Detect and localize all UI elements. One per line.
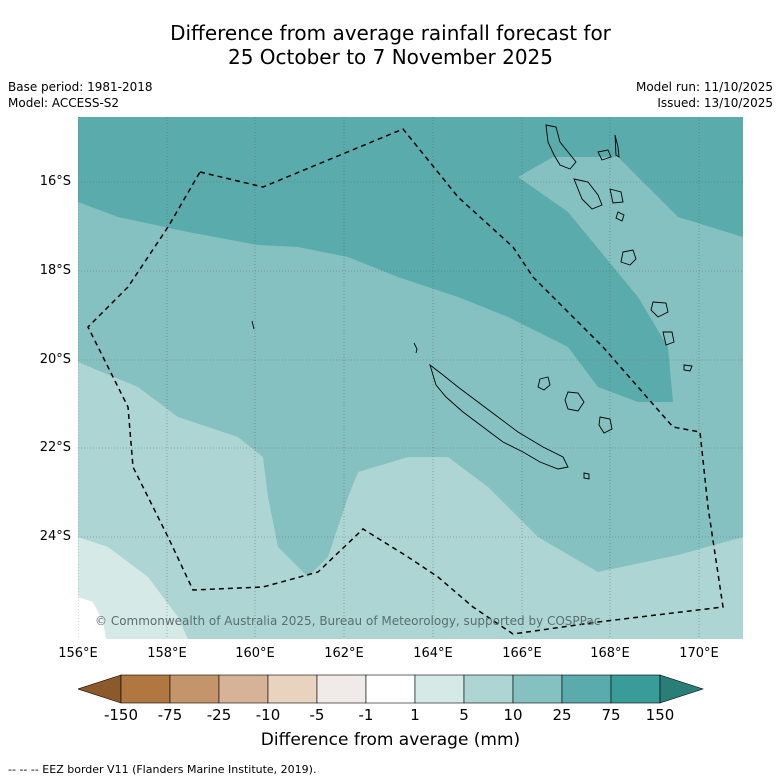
issued-date: Issued: 13/10/2025 [657, 96, 773, 110]
eez-footnote: -- -- -- EEZ border V11 (Flanders Marine… [8, 763, 317, 776]
colorbar-seg-6 [365, 674, 416, 704]
lon-tick-162e: 162°E [324, 646, 364, 661]
cb-label-12: 150 [645, 706, 675, 724]
mare-island [598, 416, 613, 434]
lon-tick-158e: 158°E [147, 646, 187, 661]
colorbar-seg-7 [414, 674, 465, 704]
cb-label-3: -25 [206, 706, 232, 724]
colorbar-extend-low [78, 674, 122, 704]
colorbar-seg-4 [267, 674, 318, 704]
map-title-line2: 25 October to 7 November 2025 [227, 45, 554, 69]
cb-label-6: -1 [358, 706, 374, 724]
model-run: Model run: 11/10/2025 [635, 80, 773, 94]
cb-label-5: -5 [309, 706, 325, 724]
cb-label-2: -75 [157, 706, 183, 724]
colorbar-seg-11 [610, 674, 661, 704]
espiritu-santo-island [545, 124, 577, 170]
cb-label-10: 25 [552, 706, 572, 724]
rainfall-map: © Commonwealth of Australia 2025, Bureau… [78, 117, 743, 639]
colorbar-extend-high [659, 674, 704, 704]
lat-tick-20s: 20°S [39, 352, 71, 367]
lon-tick-160e: 160°E [235, 646, 275, 661]
malekula-island [573, 178, 603, 210]
lat-tick-16s: 16°S [39, 174, 71, 189]
efate-island [620, 249, 637, 266]
pentecost-island [614, 134, 620, 158]
chesterfield-islands [251, 320, 255, 330]
colorbar-seg-1 [120, 674, 171, 704]
colorbar-seg-10 [561, 674, 612, 704]
map-title-line1: Difference from average rainfall forecas… [170, 21, 611, 45]
isle-of-pines [583, 472, 590, 480]
lat-tick-24s: 24°S [39, 529, 71, 544]
colorbar-seg-3 [218, 674, 269, 704]
lifou-island [564, 391, 585, 412]
ouvea-island [537, 376, 551, 391]
epi-island [615, 211, 625, 222]
colorbar-title: Difference from average (mm) [260, 730, 521, 750]
new-caledonia-island [429, 363, 569, 470]
colorbar-seg-2 [169, 674, 220, 704]
base-period: Base period: 1981-2018 [8, 80, 153, 94]
cb-label-4: -10 [255, 706, 281, 724]
copyright-notice: © Commonwealth of Australia 2025, Bureau… [95, 614, 601, 628]
graticule [78, 117, 743, 639]
eez-border [87, 128, 724, 635]
map-canvas [78, 117, 743, 639]
belep-island [413, 342, 418, 354]
colorbar-seg-5 [316, 674, 367, 704]
lon-tick-156e: 156°E [58, 646, 98, 661]
colorbar-seg-8 [463, 674, 514, 704]
cb-label-1: -150 [103, 706, 139, 724]
maewo-island [597, 149, 612, 161]
cb-label-9: 10 [503, 706, 523, 724]
erromango-island [650, 301, 669, 318]
colorbar [78, 674, 704, 704]
model-name: Model: ACCESS-S2 [8, 96, 120, 110]
lat-tick-18s: 18°S [39, 263, 71, 278]
tanna-island [662, 331, 675, 346]
band-25-75 [78, 117, 743, 402]
lon-tick-170e: 170°E [679, 646, 719, 661]
ambrym-island [609, 188, 624, 204]
lon-tick-168e: 168°E [590, 646, 630, 661]
lat-tick-22s: 22°S [39, 440, 71, 455]
cb-label-8: 5 [459, 706, 469, 724]
band-1-5 [78, 537, 188, 639]
band-neutral [78, 597, 106, 639]
aneityum-island [683, 364, 693, 372]
lon-tick-164e: 164°E [413, 646, 453, 661]
lon-tick-166e: 166°E [502, 646, 542, 661]
colorbar-seg-9 [512, 674, 563, 704]
cb-label-11: 75 [601, 706, 621, 724]
cb-label-7: 1 [410, 706, 420, 724]
